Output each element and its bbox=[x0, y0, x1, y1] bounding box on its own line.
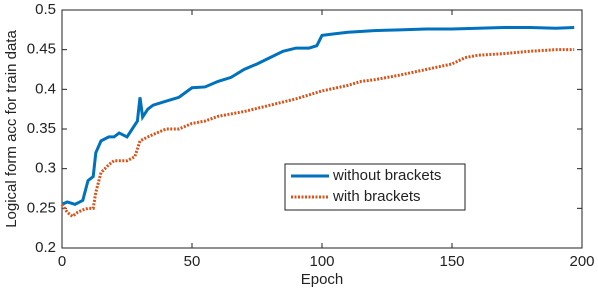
line bbox=[61, 25, 575, 206]
y-tick-label: 0.5 bbox=[35, 1, 56, 18]
legend-label: without brackets bbox=[332, 167, 441, 184]
legend-label: with brackets bbox=[332, 188, 421, 205]
line bbox=[60, 48, 575, 219]
y-tick-label: 0.4 bbox=[35, 80, 56, 97]
y-tick-label: 0.45 bbox=[27, 41, 56, 58]
x-tick-label: 200 bbox=[569, 253, 594, 270]
y-tick-label: 0.2 bbox=[35, 239, 56, 256]
legend-box bbox=[284, 163, 466, 211]
y-tick-label: 0.25 bbox=[27, 199, 56, 216]
x-tick-label: 50 bbox=[184, 253, 201, 270]
y-tick-label: 0.3 bbox=[35, 160, 56, 177]
x-axis-label: Epoch bbox=[301, 271, 344, 288]
x-tick-label: 100 bbox=[309, 253, 334, 270]
y-axis-label: Logical form acc for train data bbox=[3, 30, 20, 228]
plot-frame bbox=[61, 9, 583, 249]
y-tick-label: 0.35 bbox=[27, 120, 56, 137]
x-tick-label: 150 bbox=[439, 253, 464, 270]
x-tick-label: 0 bbox=[58, 253, 66, 270]
